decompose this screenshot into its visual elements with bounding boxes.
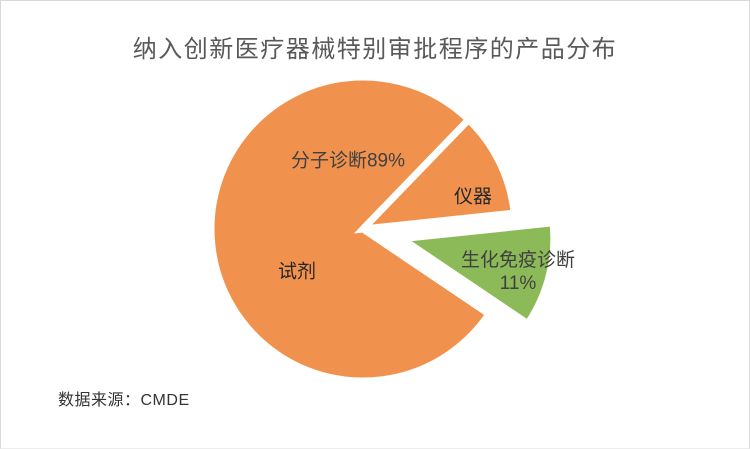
- data-source-note: 数据来源：CMDE: [58, 392, 190, 409]
- label-biochem-name: 生化免疫诊断: [460, 250, 576, 271]
- label-reagent: 试剂: [277, 261, 317, 283]
- pie-slice-instrument: [353, 114, 519, 234]
- label-instrument: 仪器: [453, 186, 493, 208]
- pie-slice-reagent: [207, 73, 494, 385]
- label-biochem-group: 生化免疫诊断 11%: [461, 249, 575, 295]
- label-biochem-pct: 11%: [499, 273, 537, 294]
- label-molecular-diagnosis-pct: 分子诊断89%: [290, 150, 406, 172]
- chart-title: 纳入创新医疗器械特别审批程序的产品分布: [132, 36, 618, 63]
- pie-slice-biochem: [391, 218, 558, 329]
